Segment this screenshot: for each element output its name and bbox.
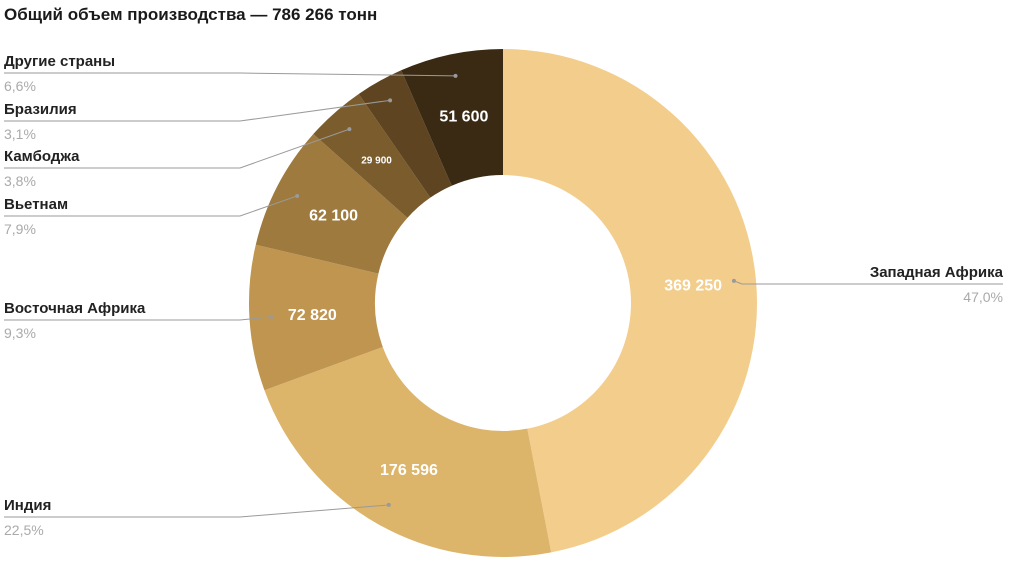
percent-label-5: 3,1% [4, 126, 36, 142]
slice-3 [255, 134, 408, 274]
leader-line-3 [4, 195, 298, 217]
slice-6 [401, 49, 503, 186]
percent-label-0: 47,0% [963, 289, 1003, 305]
percent-label-2: 9,3% [4, 325, 36, 341]
chart-title: Общий объем производства — 786 266 тонн [4, 5, 378, 24]
category-label-1: Индия [4, 497, 51, 514]
category-label-2: Восточная Африка [4, 300, 146, 317]
percent-label-4: 3,8% [4, 173, 36, 189]
slice-4 [313, 93, 431, 218]
percent-label-3: 7,9% [4, 221, 36, 237]
slice-5 [358, 70, 452, 198]
leader-line-6 [4, 72, 456, 77]
slice-2 [248, 244, 383, 391]
value-label-1: 176 596 [380, 462, 438, 479]
value-label-4: 29 900 [361, 155, 392, 166]
category-label-6: Другие страны [4, 53, 115, 70]
percent-label-1: 22,5% [4, 522, 44, 538]
leader-line-1 [4, 504, 389, 518]
value-label-6: 51 600 [439, 109, 488, 126]
slice-1 [264, 346, 552, 558]
leader-line-2 [4, 316, 272, 321]
leader-line-4 [4, 128, 350, 169]
category-label-5: Бразилия [4, 101, 77, 118]
slice-0 [503, 49, 757, 553]
category-label-3: Вьетнам [4, 196, 68, 213]
category-label-4: Камбоджа [4, 148, 80, 165]
percent-label-6: 6,6% [4, 78, 36, 94]
value-label-0: 369 250 [664, 277, 722, 294]
leader-line-0 [733, 280, 1003, 285]
category-label-0: Западная Африка [870, 264, 1004, 281]
value-label-2: 72 820 [288, 307, 337, 324]
leader-line-5 [4, 99, 391, 122]
value-label-3: 62 100 [309, 207, 358, 224]
